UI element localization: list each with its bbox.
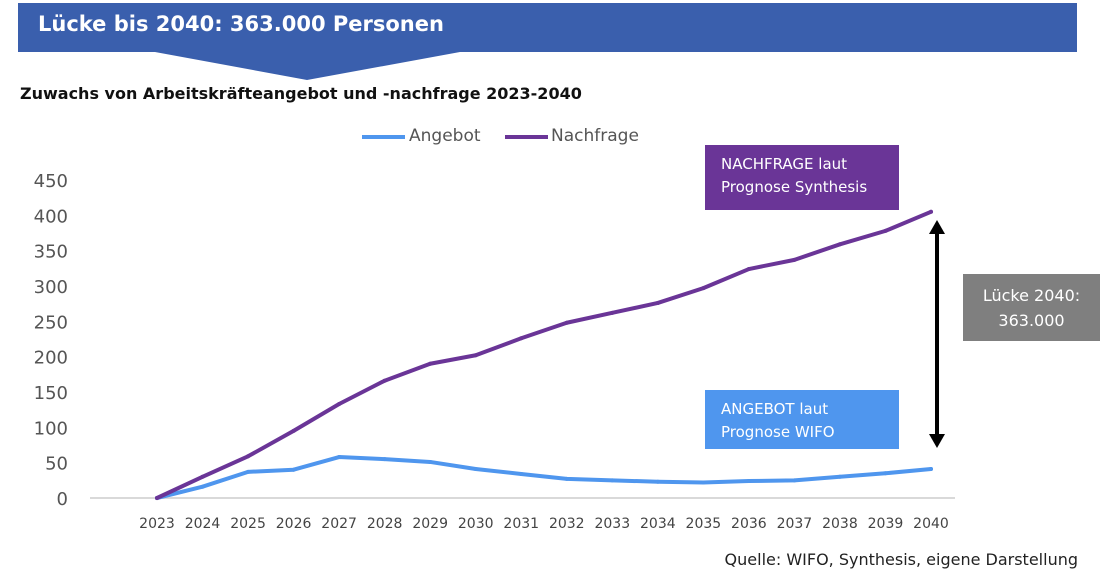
y-tick-label: 100 <box>34 418 68 439</box>
data-point-angebot <box>746 479 751 484</box>
x-tick-label: 2030 <box>458 516 494 532</box>
y-tick-label: 400 <box>34 206 68 227</box>
x-tick-label: 2026 <box>276 516 312 532</box>
y-tick-label: 300 <box>34 277 68 298</box>
data-point-angebot <box>246 469 251 474</box>
data-point-nachfrage <box>610 310 615 315</box>
angebot-annotation-line2: Prognose WIFO <box>721 423 835 441</box>
data-point-angebot <box>564 476 569 481</box>
data-point-nachfrage <box>246 454 251 459</box>
x-tick-label: 2040 <box>913 516 949 532</box>
x-tick-label: 2035 <box>686 516 722 532</box>
data-point-nachfrage <box>428 361 433 366</box>
data-point-nachfrage <box>200 474 205 479</box>
banner-shape <box>18 3 1077 80</box>
angebot-annotation-line1: ANGEBOT laut <box>721 400 829 418</box>
x-tick-label: 2027 <box>321 516 357 532</box>
y-tick-label: 200 <box>34 348 68 369</box>
data-point-nachfrage <box>564 320 569 325</box>
gap-arrow <box>929 220 945 448</box>
x-tick-label: 2032 <box>549 516 585 532</box>
x-tick-label: 2024 <box>185 516 221 532</box>
nachfrage-annotation-line1: NACHFRAGE laut <box>721 155 848 173</box>
data-point-angebot <box>519 471 524 476</box>
data-point-angebot <box>291 467 296 472</box>
x-tick-label: 2031 <box>503 516 539 532</box>
x-tick-label: 2034 <box>640 516 676 532</box>
x-tick-label: 2025 <box>230 516 266 532</box>
y-tick-label: 250 <box>34 312 68 333</box>
data-point-angebot <box>655 479 660 484</box>
angebot-annotation: ANGEBOT laut Prognose WIFO <box>705 390 899 449</box>
x-tick-label: 2029 <box>412 516 448 532</box>
x-tick-label: 2033 <box>594 516 630 532</box>
x-tick-label: 2028 <box>367 516 403 532</box>
data-point-angebot <box>837 474 842 479</box>
source-note: Quelle: WIFO, Synthesis, eigene Darstell… <box>724 550 1078 569</box>
x-tick-label: 2039 <box>868 516 904 532</box>
y-tick-label: 0 <box>57 489 68 510</box>
gap-annotation-line2: 363.000 <box>998 311 1065 330</box>
data-point-angebot <box>883 471 888 476</box>
y-tick-label: 50 <box>45 454 68 475</box>
x-tick-label: 2037 <box>777 516 813 532</box>
data-point-angebot <box>200 484 205 489</box>
data-point-nachfrage <box>155 496 159 500</box>
data-point-nachfrage <box>519 336 524 341</box>
banner-title: Lücke bis 2040: 363.000 Personen <box>38 12 444 36</box>
data-point-nachfrage <box>929 209 933 214</box>
data-point-nachfrage <box>883 228 888 233</box>
gap-annotation-line1: Lücke 2040: <box>982 286 1081 305</box>
series-line-nachfrage <box>155 209 933 500</box>
x-tick-label: 2023 <box>139 516 175 532</box>
series-line-angebot <box>155 455 933 500</box>
y-tick-label: 150 <box>34 383 68 404</box>
data-point-angebot <box>473 467 478 472</box>
data-point-angebot <box>701 480 706 485</box>
data-point-nachfrage <box>792 257 797 262</box>
legend-angebot: Angebot <box>409 126 481 146</box>
gap-annotation: Lücke 2040: 363.000 <box>963 274 1100 341</box>
data-point-angebot <box>929 467 933 472</box>
data-point-nachfrage <box>837 242 842 247</box>
data-point-nachfrage <box>701 286 706 291</box>
data-point-nachfrage <box>655 300 660 305</box>
data-point-angebot <box>382 457 387 462</box>
chart-title: Zuwachs von Arbeitskräfteangebot und -na… <box>20 84 582 103</box>
legend-nachfrage: Nachfrage <box>551 126 639 146</box>
data-point-angebot <box>610 478 615 483</box>
data-point-nachfrage <box>337 402 342 407</box>
data-point-nachfrage <box>746 267 751 272</box>
data-point-angebot <box>428 459 433 464</box>
data-point-angebot <box>792 478 797 483</box>
nachfrage-annotation: NACHFRAGE laut Prognose Synthesis <box>705 145 899 210</box>
y-tick-label: 350 <box>34 242 68 263</box>
x-tick-label: 2036 <box>731 516 767 532</box>
data-point-nachfrage <box>291 428 296 433</box>
nachfrage-annotation-line2: Prognose Synthesis <box>721 178 868 196</box>
data-point-nachfrage <box>473 353 478 358</box>
y-tick-label: 450 <box>34 171 68 192</box>
x-tick-label: 2038 <box>822 516 858 532</box>
data-point-angebot <box>337 455 342 460</box>
data-point-nachfrage <box>382 378 387 383</box>
